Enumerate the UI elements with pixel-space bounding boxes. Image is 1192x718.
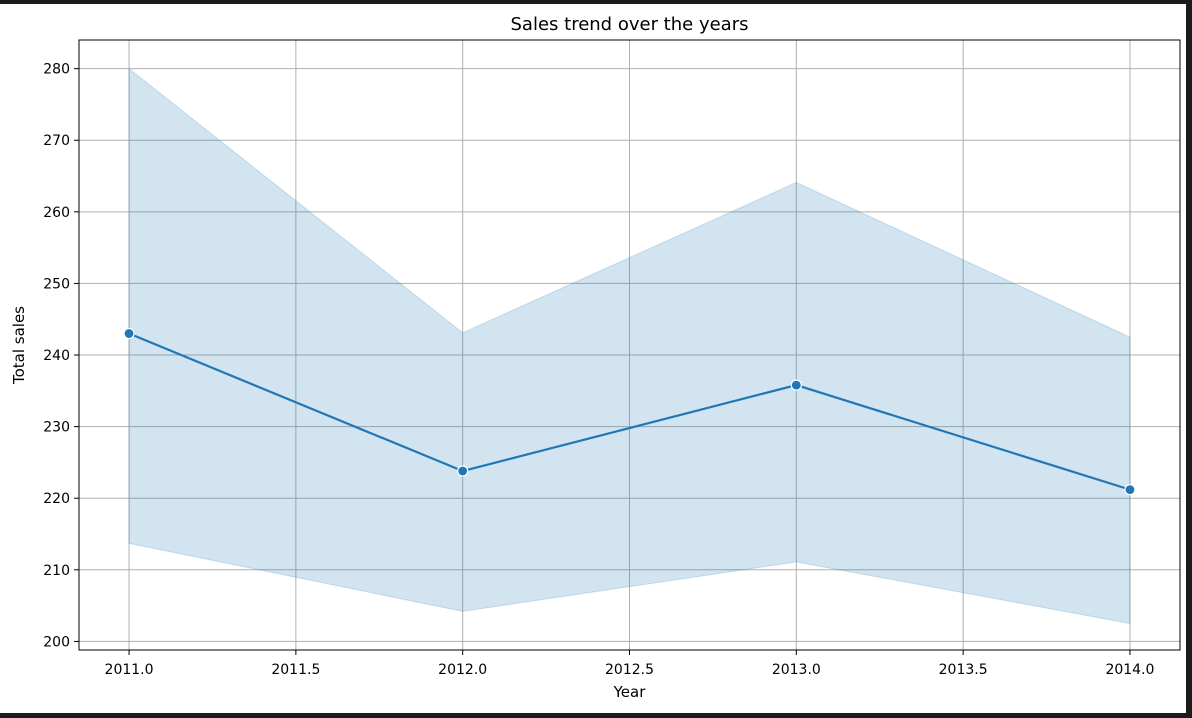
grid-lines <box>79 40 1180 650</box>
series-line <box>127 332 1132 491</box>
series-line-layer <box>127 332 1132 491</box>
y-tick-label: 280 <box>43 62 70 78</box>
x-tick-label: 2012.0 <box>438 662 487 678</box>
y-tick-label: 210 <box>43 563 70 579</box>
y-tick-label: 220 <box>43 491 70 507</box>
y-tick-label: 200 <box>43 634 70 650</box>
y-tick-label: 270 <box>43 133 70 149</box>
y-tick-label: 230 <box>43 420 70 436</box>
figure: Sales trend over the years 2011.0 2011.5 2… <box>0 4 1186 713</box>
x-tick-label: 2013.0 <box>772 662 821 678</box>
x-tick-label: 2011.5 <box>271 662 320 678</box>
x-tick-label: 2011.0 <box>105 662 154 678</box>
x-tick-label: 2014.0 <box>1105 662 1154 678</box>
y-tick-label: 240 <box>43 348 70 364</box>
data-point-layer <box>123 327 1136 496</box>
data-point <box>1124 484 1136 496</box>
confidence-band-layer <box>128 67 1131 625</box>
data-point <box>123 327 135 340</box>
y-tick-label: 250 <box>43 276 70 292</box>
y-tick-label: 260 <box>43 205 70 221</box>
data-point <box>790 379 802 391</box>
x-tick-label: 2012.5 <box>605 662 654 678</box>
x-tick-label: 2013.5 <box>939 662 988 678</box>
axis-ticks: 2011.0 2011.5 2012.0 2012.5 2013.0 2013.5 2014… <box>43 62 1154 678</box>
line-chart: Sales trend over the years 2011.0 2011.5 2… <box>10 14 1181 701</box>
y-axis-label: Total sales <box>10 306 28 385</box>
x-axis-label: Year <box>613 683 647 701</box>
data-point <box>457 465 469 477</box>
confidence-band <box>128 67 1131 625</box>
chart-title: Sales trend over the years <box>511 14 749 35</box>
